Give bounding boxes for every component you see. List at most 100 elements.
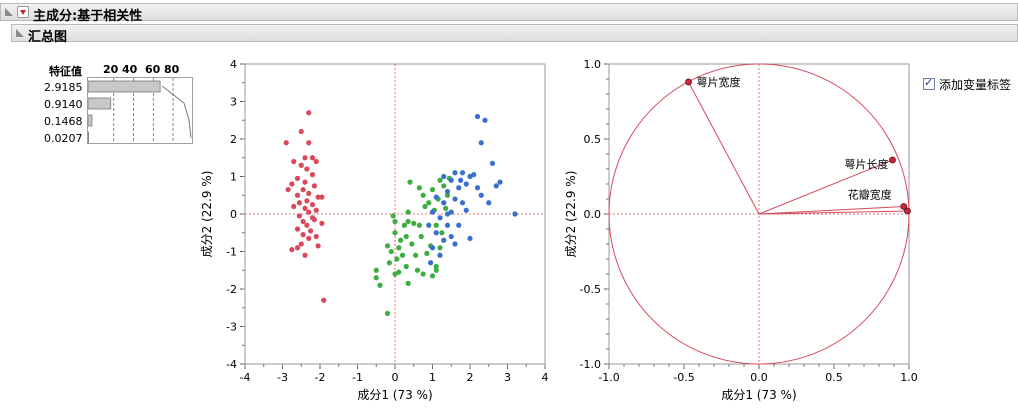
x-tick-label: -2 bbox=[315, 371, 326, 384]
data-point bbox=[459, 200, 466, 206]
x-tick-label: -0.5 bbox=[673, 371, 694, 384]
report-header[interactable]: 主成分:基于相关性 bbox=[0, 3, 1018, 24]
red-triangle-menu-icon[interactable] bbox=[17, 6, 29, 18]
y-tick-label: -4 bbox=[226, 358, 237, 371]
y-tick-label: 0 bbox=[230, 208, 237, 221]
data-point bbox=[396, 245, 402, 251]
data-point bbox=[386, 260, 392, 266]
data-point bbox=[458, 177, 464, 183]
data-point bbox=[302, 155, 308, 161]
data-point bbox=[294, 245, 301, 251]
data-point bbox=[413, 252, 419, 258]
eigenvalue-header: 特征值 bbox=[49, 65, 82, 78]
data-point bbox=[444, 222, 451, 228]
scale-label: 40 bbox=[122, 63, 138, 76]
data-point bbox=[405, 218, 411, 225]
eigenvalue: 0.9140 bbox=[44, 98, 83, 111]
data-point bbox=[433, 222, 439, 228]
data-point bbox=[478, 140, 484, 146]
data-point bbox=[306, 235, 312, 241]
add-variable-labels-checkbox[interactable] bbox=[923, 76, 935, 90]
x-tick-label: -3 bbox=[277, 371, 288, 384]
x-axis-label: 成分1 (73 %) bbox=[721, 388, 796, 402]
data-point bbox=[448, 233, 454, 240]
data-point bbox=[489, 160, 496, 166]
eigenvalue: 0.0207 bbox=[44, 132, 83, 145]
y-axis-label: 成分2 (22.9 %) bbox=[564, 171, 578, 258]
loading-vector bbox=[688, 81, 760, 215]
x-tick-label: -4 bbox=[240, 371, 251, 384]
data-point bbox=[437, 215, 443, 221]
loading-point bbox=[685, 78, 692, 86]
data-point bbox=[433, 194, 439, 200]
y-tick-label: 4 bbox=[230, 58, 237, 71]
data-point bbox=[424, 250, 430, 256]
data-point bbox=[426, 200, 432, 206]
data-point bbox=[422, 203, 428, 210]
section-header[interactable]: 汇总图 bbox=[11, 24, 1018, 45]
x-tick-label: 2 bbox=[467, 371, 474, 384]
data-point bbox=[439, 230, 445, 236]
data-point bbox=[289, 247, 295, 253]
data-point bbox=[302, 252, 308, 258]
data-point bbox=[311, 183, 317, 189]
scale-label: 60 bbox=[145, 63, 161, 76]
data-point bbox=[441, 237, 447, 243]
data-point bbox=[433, 267, 439, 273]
data-point bbox=[429, 187, 436, 193]
data-point bbox=[311, 217, 317, 223]
disclosure-icon[interactable] bbox=[5, 8, 13, 16]
data-point bbox=[403, 263, 409, 270]
eigenvalue-bar bbox=[88, 114, 93, 127]
data-point bbox=[420, 192, 426, 198]
data-point bbox=[463, 181, 469, 187]
data-point bbox=[441, 183, 447, 189]
variable-label: 萼片宽度 bbox=[697, 75, 741, 89]
data-point bbox=[294, 226, 301, 232]
data-point bbox=[304, 198, 310, 204]
data-point bbox=[302, 179, 308, 185]
data-point bbox=[399, 252, 406, 258]
data-point bbox=[482, 117, 488, 123]
data-point bbox=[319, 194, 325, 200]
data-point bbox=[298, 128, 304, 135]
data-point bbox=[294, 192, 301, 198]
data-point bbox=[429, 209, 436, 215]
eigenvalue-bars bbox=[88, 78, 192, 143]
data-point bbox=[497, 179, 503, 185]
data-point bbox=[313, 207, 319, 213]
data-point bbox=[416, 222, 422, 228]
data-point bbox=[459, 170, 466, 176]
x-tick-label: 1.0 bbox=[900, 371, 918, 384]
data-point bbox=[315, 243, 321, 249]
y-tick-label: 1.0 bbox=[584, 58, 602, 71]
data-point bbox=[471, 172, 477, 178]
data-point bbox=[394, 256, 400, 262]
data-point bbox=[418, 233, 424, 240]
data-point bbox=[433, 263, 439, 270]
data-point bbox=[302, 205, 308, 211]
y-tick-label: -1 bbox=[226, 246, 237, 259]
data-point bbox=[308, 228, 314, 234]
data-point bbox=[429, 273, 436, 279]
data-point bbox=[315, 194, 321, 200]
loading-vector bbox=[758, 159, 893, 215]
x-axis-label: 成分1 (73 %) bbox=[357, 388, 432, 402]
data-point bbox=[306, 209, 312, 215]
data-point bbox=[411, 220, 417, 226]
data-point bbox=[319, 220, 325, 226]
disclosure-icon[interactable] bbox=[16, 29, 24, 37]
data-point bbox=[452, 170, 458, 176]
y-tick-label: 3 bbox=[230, 96, 237, 109]
data-point bbox=[426, 222, 432, 228]
data-point bbox=[437, 245, 443, 251]
data-point bbox=[392, 230, 398, 236]
data-point bbox=[403, 233, 409, 240]
eigenvalue-bar bbox=[88, 80, 161, 93]
data-point bbox=[294, 175, 301, 181]
data-point bbox=[405, 209, 411, 215]
data-point bbox=[512, 211, 518, 217]
data-point bbox=[456, 185, 462, 191]
data-point bbox=[493, 183, 499, 189]
